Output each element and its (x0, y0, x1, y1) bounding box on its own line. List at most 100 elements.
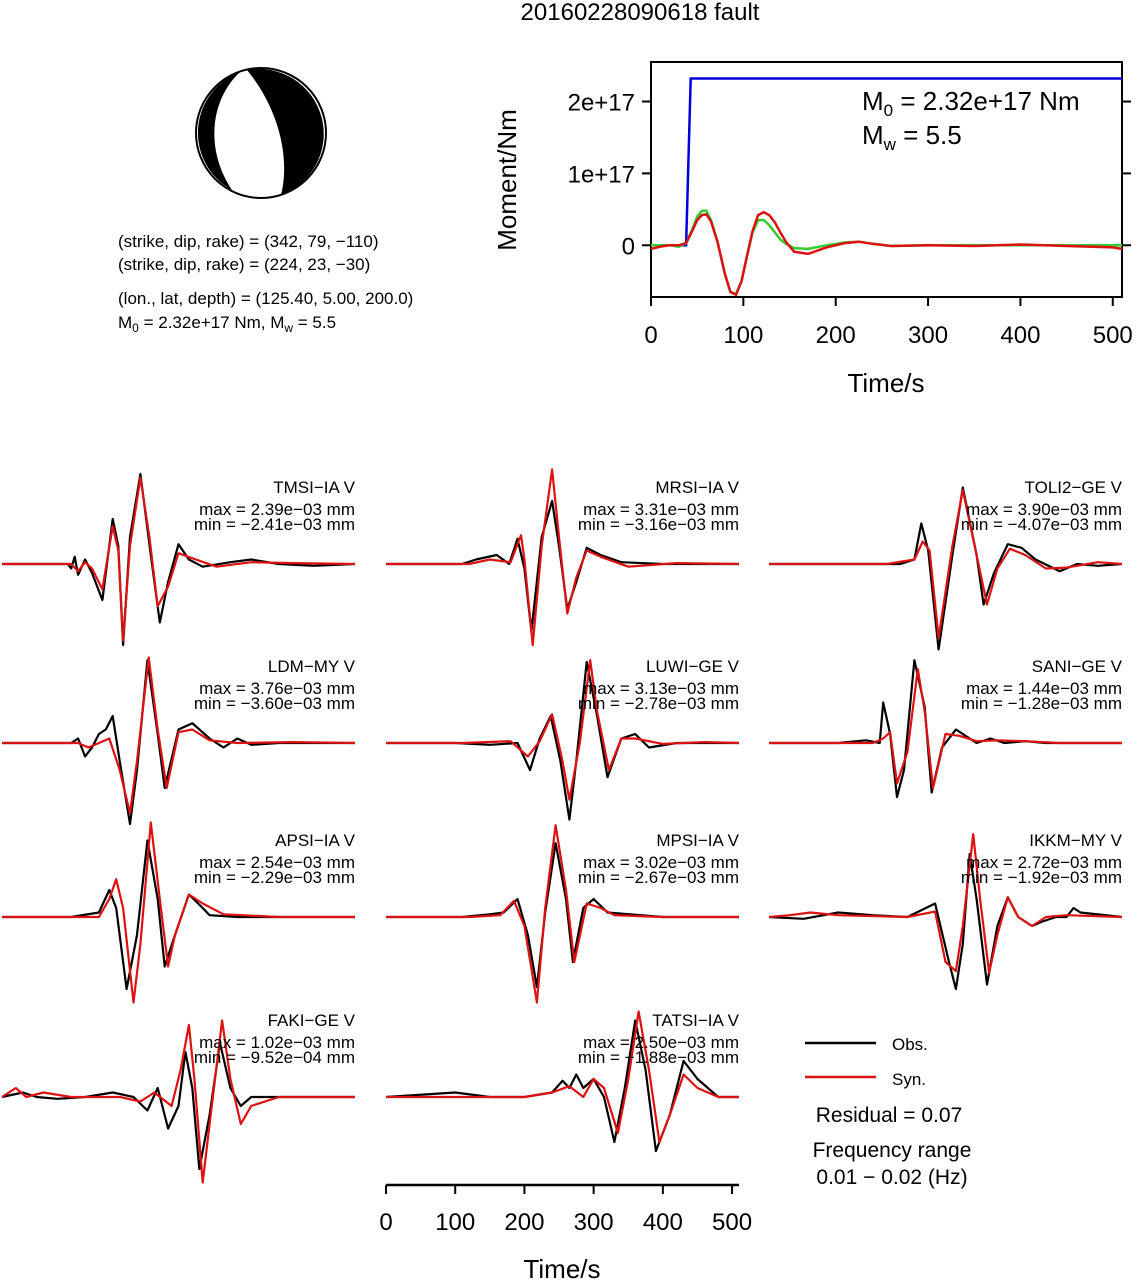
waveform-syn (2, 821, 355, 1004)
waveform-syn (1, 1019, 355, 1184)
station-min: min = −2.67e−03 mm (578, 868, 739, 887)
moment-xtick-label: 300 (908, 322, 948, 349)
waveform-syn (386, 659, 740, 801)
waveform-syn (768, 833, 1123, 974)
station-min: min = −2.41e−03 mm (194, 515, 355, 534)
station-name: IKKM−MY V (1029, 831, 1122, 850)
legend-frequency-title: Frequency range (813, 1139, 972, 1162)
station-max: max = 1.02e−03 mm (199, 1033, 355, 1052)
station-name: TMSI−IA V (273, 478, 355, 497)
station-min: min = −3.16e−03 mm (578, 515, 739, 534)
waveform-xtick-label: 100 (435, 1209, 475, 1236)
focal-line-1: (strike, dip, rake) = (342, 79, −110) (118, 232, 378, 251)
waveform-syn (2, 476, 356, 642)
station-name: MPSI−IA V (656, 831, 739, 850)
waveform-xtick-label: 500 (712, 1209, 752, 1236)
moment-xtick-label: 0 (644, 322, 657, 349)
legend-residual: Residual = 0.07 (816, 1104, 963, 1127)
moment-plot: 0 100 200 300 400 500 0 1e+17 2e+17 Moment/Nm Ti… (492, 61, 1133, 398)
legend-frequency-range: 0.01 − 0.02 (Hz) (816, 1166, 967, 1189)
moment-annotation-m0: M0 = 2.32e+17 Nm (862, 86, 1080, 120)
moment-ytick-label: 0 (622, 233, 635, 260)
station-max: max = 2.39e−03 mm (199, 500, 355, 519)
focal-line-3: (lon., lat, depth) = (125.40, 5.00, 200.… (118, 289, 413, 308)
waveform-syn (386, 824, 739, 1004)
legend: Obs. Syn. Residual = 0.07 Frequency rang… (805, 1035, 971, 1189)
station-max: max = 3.02e−03 mm (583, 853, 739, 872)
station-name: APSI−IA V (275, 831, 356, 850)
moment-xtick-label: 500 (1093, 322, 1133, 349)
waveform-obs (1, 1041, 355, 1171)
station-min: min = −2.29e−03 mm (194, 868, 355, 887)
station-min: min = −1.28e−03 mm (961, 694, 1122, 713)
station-name: TOLI2−GE V (1025, 478, 1123, 497)
moment-ytick-label: 1e+17 (568, 161, 635, 188)
station-min: min = −3.60e−03 mm (194, 694, 355, 713)
waveform-xtick-label: 0 (379, 1209, 392, 1236)
station-max: max = 2.72e−03 mm (966, 853, 1122, 872)
station-name: SANI−GE V (1032, 657, 1123, 676)
waveform-xtick-label: 300 (574, 1209, 614, 1236)
station-min: min = −9.52e−04 mm (194, 1048, 355, 1067)
station-max: max = 2.50e−03 mm (583, 1033, 739, 1052)
moment-ylabel: Moment/Nm (492, 109, 522, 251)
station-min: min = −2.78e−03 mm (578, 694, 739, 713)
station-min: min = −4.07e−03 mm (961, 515, 1122, 534)
moment-plot-frame (650, 61, 1123, 298)
station-max: max = 3.13e−03 mm (583, 679, 739, 698)
station-max: max = 3.76e−03 mm (199, 679, 355, 698)
waveform-xtick-label: 200 (504, 1209, 544, 1236)
waveform-obs (2, 839, 355, 991)
station-name: MRSI−IA V (655, 478, 739, 497)
station-max: max = 3.90e−03 mm (966, 500, 1122, 519)
moment-series-green (651, 209, 1122, 296)
station-max: max = 1.44e−03 mm (966, 679, 1122, 698)
waveform-syn (2, 656, 356, 815)
waveform-syn (769, 668, 1122, 790)
legend-syn-label: Syn. (892, 1070, 926, 1089)
station-min: min = −1.92e−03 mm (961, 868, 1122, 887)
focal-parameters: (strike, dip, rake) = (342, 79, −110) (s… (118, 232, 413, 335)
focal-line-2: (strike, dip, rake) = (224, 23, −30) (118, 255, 370, 274)
waveform-syn (386, 468, 740, 647)
moment-series-red (650, 210, 1123, 297)
station-name: LUWI−GE V (646, 657, 740, 676)
waveform-xlabel: Time/s (523, 1254, 600, 1281)
moment-ytick-label: 2e+17 (568, 90, 635, 117)
moment-axes: 0 100 200 300 400 500 0 1e+17 2e+17 (568, 90, 1133, 349)
waveform-syn (769, 489, 1123, 639)
waveform-time-axis: 0 100 200 300 400 500 (379, 1183, 752, 1236)
station-name: LDM−MY V (268, 657, 356, 676)
moment-xlabel: Time/s (847, 368, 924, 398)
station-name: FAKI−GE V (268, 1011, 356, 1030)
moment-xtick-label: 100 (723, 322, 763, 349)
station-min: min = −1.88e−03 mm (578, 1048, 739, 1067)
station-max: max = 2.54e−03 mm (199, 853, 355, 872)
station-name: TATSI−IA V (652, 1011, 739, 1030)
moment-annotation-mw: Mw = 5.5 (862, 120, 962, 154)
moment-xtick-label: 200 (816, 322, 856, 349)
waveform-syn (386, 1010, 739, 1144)
station-max: max = 3.31e−03 mm (583, 500, 739, 519)
legend-obs-label: Obs. (892, 1035, 928, 1054)
moment-series (650, 77, 1123, 297)
moment-xtick-label: 400 (1000, 322, 1040, 349)
focal-line-4: M0 = 2.32e+17 Nm, Mw = 5.5 (118, 313, 336, 335)
waveform-obs (386, 499, 739, 633)
figure-title: 20160228090618 fault (521, 0, 760, 26)
waveform-obs (386, 842, 739, 989)
waveform-obs (2, 659, 355, 826)
